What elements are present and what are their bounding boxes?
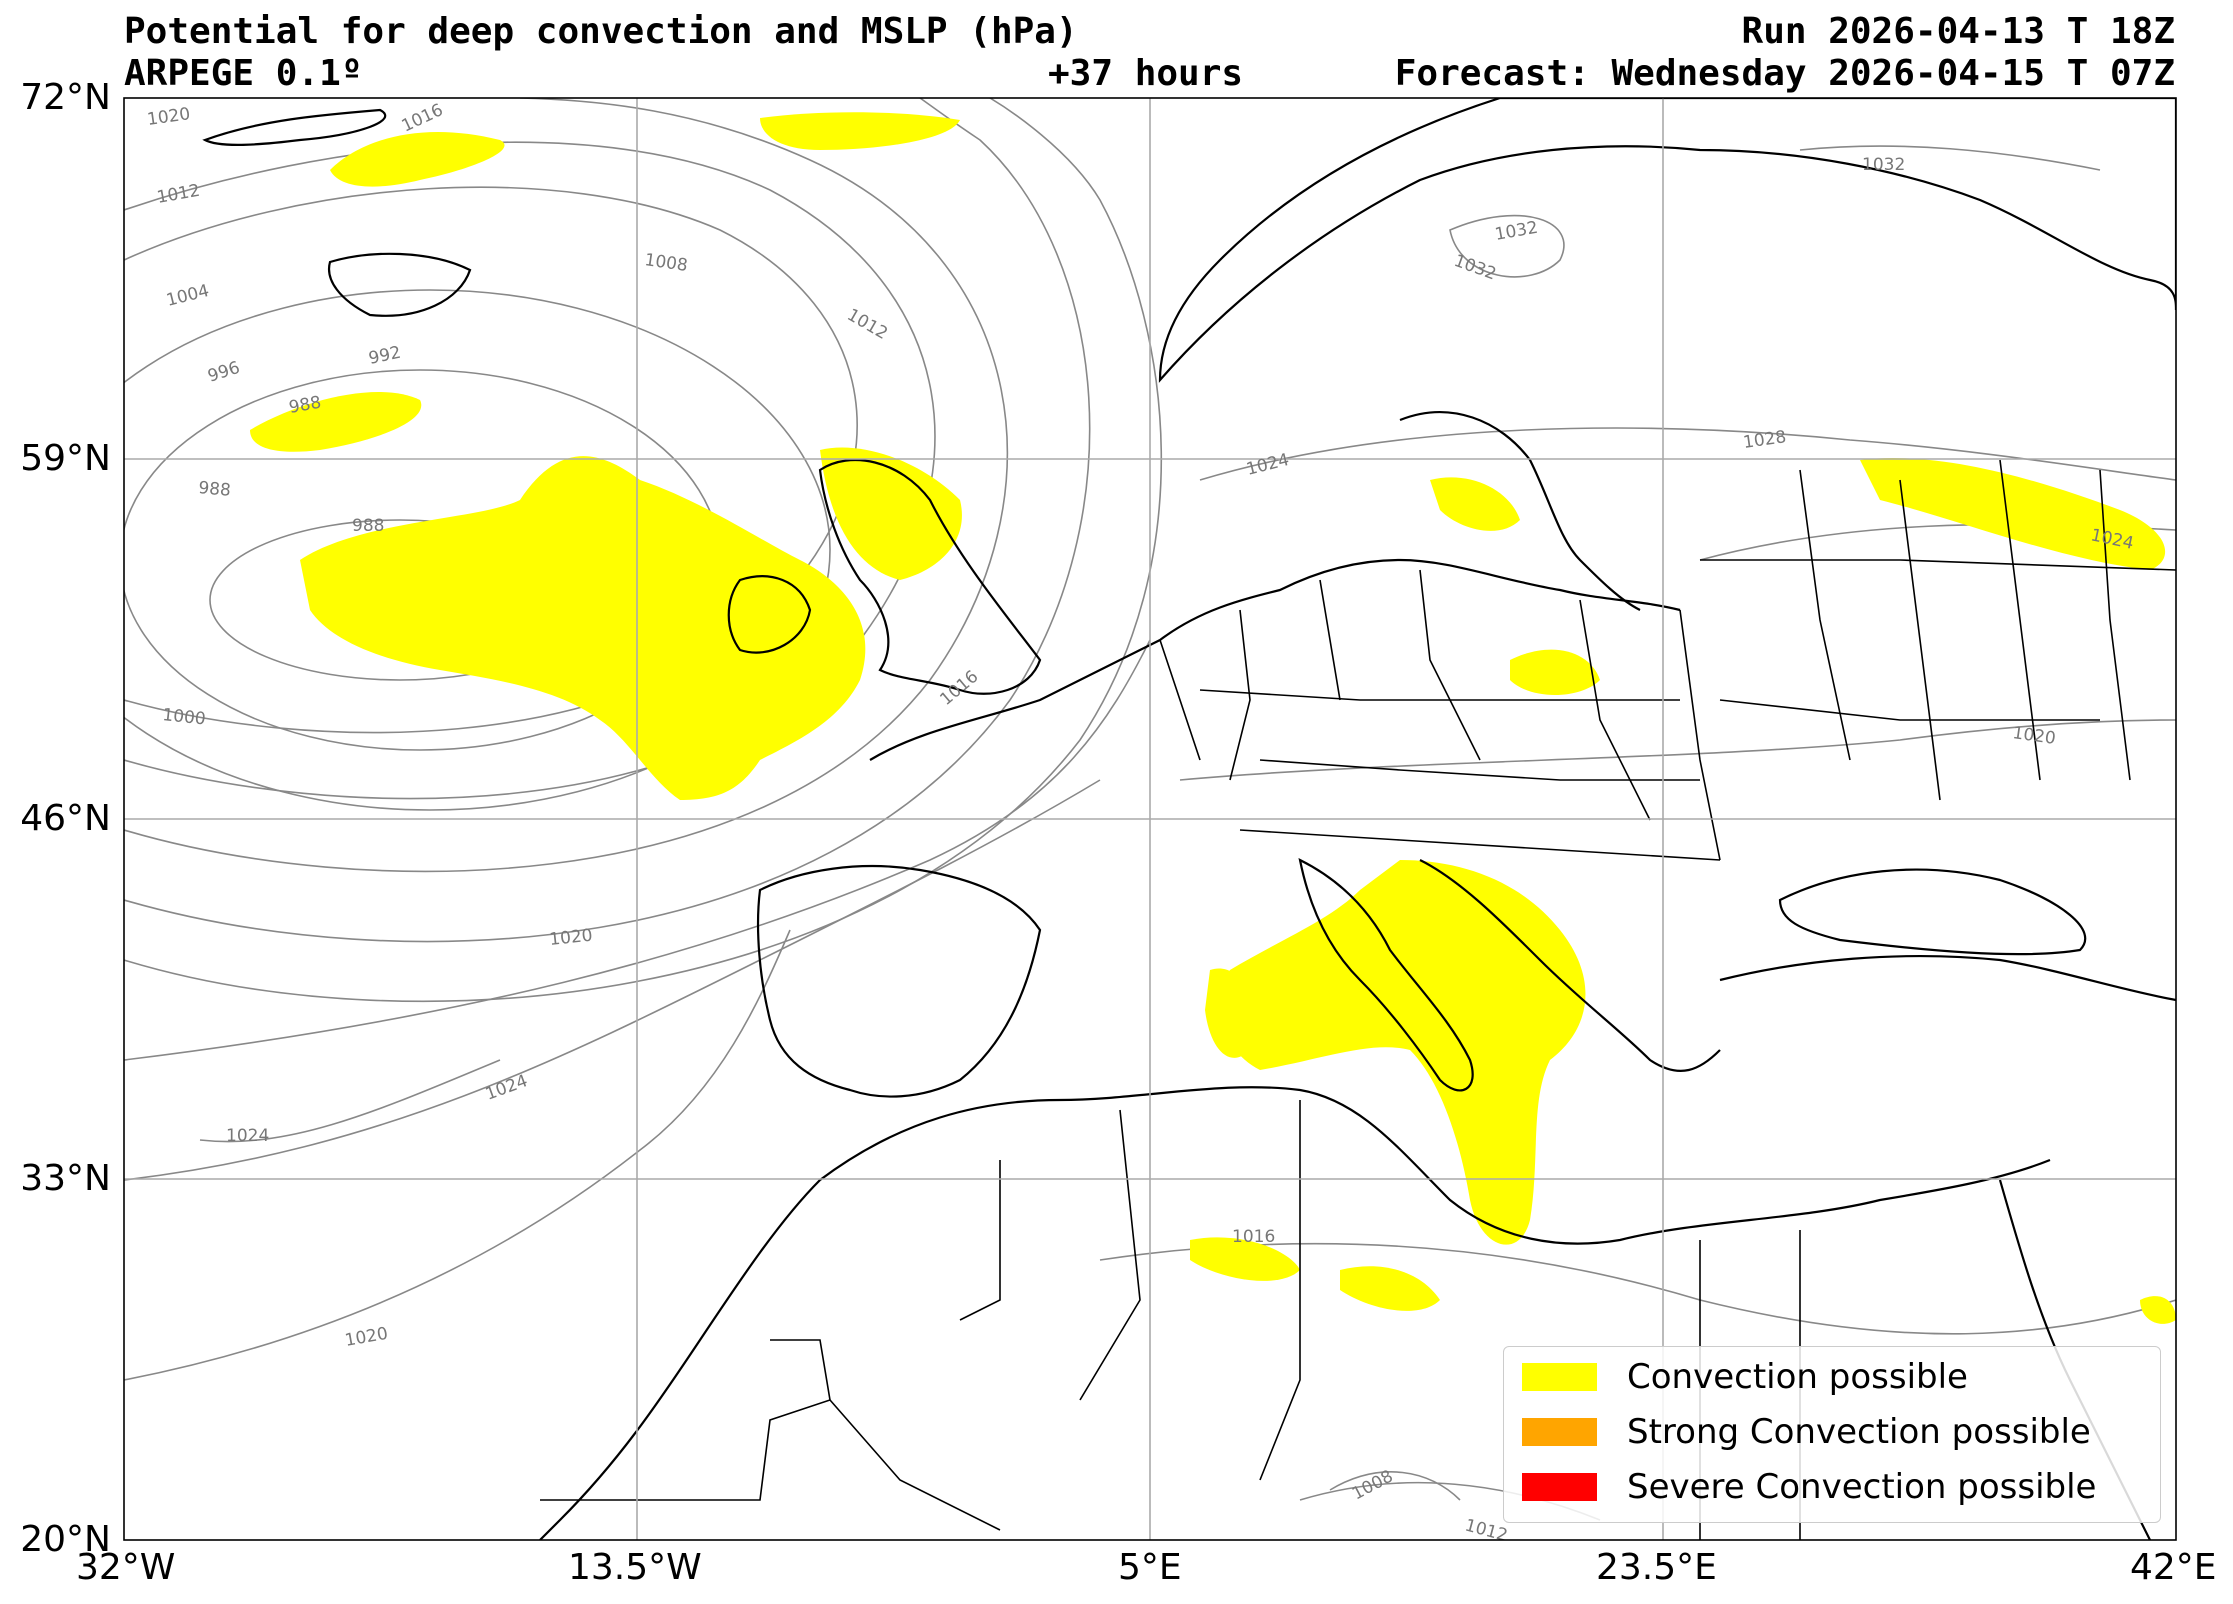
isobar-label: 1008: [643, 250, 689, 276]
coast-iberia: [756, 865, 1042, 1098]
isobar-1032-a: [1449, 214, 1565, 278]
isobar-label: 1004: [164, 281, 211, 311]
lat-tick-label: 72°N: [20, 77, 111, 118]
isobar-label: 1008: [1349, 1466, 1397, 1504]
convection-zone-libya-b: [1340, 1266, 1440, 1311]
isobar-label: 988: [198, 478, 232, 501]
convection-zone-russia: [1860, 458, 2166, 570]
run-label: Run 2026-04-13 T 18Z: [1741, 11, 2175, 52]
lon-tick-label: 23.5°E: [1596, 1547, 1717, 1588]
convection-zone-atlantic: [300, 456, 866, 800]
isobar-label: 1032: [1862, 155, 1905, 175]
legend-swatch: [1522, 1473, 1597, 1501]
coast-baltic: [1399, 411, 1641, 611]
isobar-label: 1020: [2011, 723, 2057, 749]
coast-iceland: [327, 252, 472, 317]
isobar-label: 1016: [399, 100, 447, 136]
isobar-label: 1024: [1244, 450, 1291, 480]
coast-ireland: [727, 575, 812, 654]
lon-tick-label: 5°E: [1118, 1547, 1182, 1588]
convection-zone-east: [2140, 1296, 2176, 1324]
legend-label: Severe Convection possible: [1627, 1467, 2097, 1507]
isobar-label: 1016: [1232, 1227, 1275, 1247]
isobar-1024-a: [124, 779, 1101, 1181]
lon-tick-label: 32°W: [76, 1547, 176, 1588]
legend-swatch: [1522, 1418, 1597, 1446]
isobars: [124, 98, 2176, 1521]
isobar-label: 1032: [1451, 251, 1498, 285]
isobar-label: 1032: [1493, 218, 1539, 245]
isobar-label: 1012: [1463, 1516, 1510, 1547]
isobar-label: 996: [205, 358, 242, 387]
isobar-label: 1000: [161, 705, 206, 729]
legend-item-convection: Convection possible: [1522, 1357, 1968, 1397]
convection-zone-libya: [1190, 1237, 1300, 1281]
isobar-1012: [124, 98, 1091, 943]
isobar-label: 988: [352, 516, 384, 536]
coast-europe: [869, 558, 1681, 761]
isobar-label: 1020: [548, 926, 593, 950]
isobar-labels: 1020 1016 1012 1004 1008 1012 996 992 98…: [146, 100, 2136, 1547]
convection-zone-poland: [1510, 649, 1600, 695]
lat-tick-label: 33°N: [20, 1158, 111, 1199]
lon-tick-label: 42°E: [2130, 1547, 2217, 1588]
lead-time-label: +37 hours: [1048, 53, 1244, 94]
gridlines: [124, 98, 2176, 1540]
coast-scandinavia: [1158, 98, 2176, 383]
isobar-label: 992: [367, 343, 403, 369]
legend-label: Strong Convection possible: [1627, 1412, 2091, 1452]
isobar-1020-a: [124, 639, 1151, 1061]
convection-zone-adriatic: [1220, 860, 1586, 1245]
convection-zone-atlantic-c: [330, 131, 505, 187]
coast-morocco: [539, 1179, 821, 1540]
lat-tick-label: 20°N: [20, 1519, 111, 1560]
coast-north-africa: [819, 1086, 2051, 1245]
isobar-1008-b: [1329, 1471, 1461, 1501]
isobar-label: 1020: [146, 104, 192, 130]
lat-tick-label: 46°N: [20, 798, 111, 839]
lat-tick-label: 59°N: [20, 438, 111, 479]
isobar-996: [124, 289, 831, 811]
coast-black-sea: [1778, 868, 2087, 956]
legend-item-severe-convection: Severe Convection possible: [1522, 1467, 2096, 1507]
coast-britain: [818, 458, 1042, 695]
convection-zones: [250, 112, 2176, 1324]
isobar-1024-b: [199, 1059, 501, 1143]
coast-greenland: [202, 108, 387, 146]
convection-zone-atlantic-b: [250, 391, 422, 452]
coast-turkey: [1719, 955, 2176, 1002]
isobar-1020-b: [124, 929, 791, 1381]
convection-zone-sweden: [1430, 477, 1520, 531]
legend: Convection possible Strong Convection po…: [1503, 1346, 2161, 1523]
isobar-1016: [124, 98, 1163, 1003]
convection-zone-sardinia: [1205, 968, 1253, 1058]
isobar-label: 1020: [343, 1324, 389, 1351]
isobar-label: 1012: [844, 305, 891, 344]
isobar-label: 1016: [936, 667, 982, 710]
isobar-1000: [124, 186, 858, 734]
convection-zone-north: [760, 112, 960, 150]
legend-label: Convection possible: [1627, 1357, 1968, 1397]
isobar-label: 1012: [155, 181, 201, 208]
coast-balkans: [1419, 859, 1721, 1072]
legend-swatch: [1522, 1363, 1597, 1391]
map-title: Potential for deep convection and MSLP (…: [124, 11, 1078, 52]
isobar-1008: [124, 98, 1008, 873]
model-label: ARPEGE 0.1º: [124, 53, 363, 94]
coast-italy: [1298, 858, 1474, 1092]
legend-item-strong-convection: Strong Convection possible: [1522, 1412, 2091, 1452]
isobar-label: 1024: [226, 1126, 269, 1146]
isobar-label: 1024: [483, 1071, 530, 1105]
isobar-1032-b: [1799, 145, 2101, 171]
plot-frame: [123, 97, 2177, 1541]
lon-tick-label: 13.5°W: [568, 1547, 702, 1588]
isobar-label: 1028: [1742, 427, 1788, 453]
isobar-1028: [1199, 427, 2176, 481]
forecast-label: Forecast: Wednesday 2026-04-15 T 07Z: [1394, 53, 2175, 94]
convection-zone-scotland: [820, 447, 962, 580]
